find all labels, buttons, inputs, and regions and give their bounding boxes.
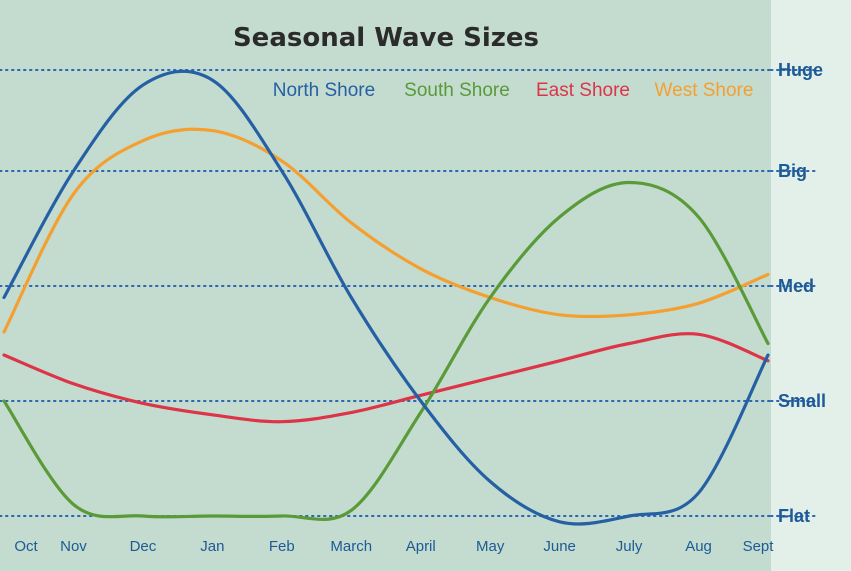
series-line-south-shore	[2, 180, 770, 522]
x-tick-label: Feb	[269, 538, 295, 555]
x-axis-labels: Oct Nov Dec Jan Feb March April May June July Aug S…	[14, 538, 774, 555]
x-tick-label: Oct	[14, 538, 38, 555]
x-tick-label: Dec	[130, 538, 157, 555]
legend-item-west-shore: West Shore	[655, 80, 754, 101]
series-line-west-shore	[2, 127, 770, 334]
x-tick-label: March	[330, 538, 372, 555]
y-axis-labels: Flat Small Med Big Huge	[778, 60, 826, 526]
chart-title: Seasonal Wave Sizes	[233, 23, 539, 53]
legend-item-east-shore: East Shore	[536, 80, 630, 101]
x-tick-label: Aug	[685, 538, 712, 555]
y-tick-label: Big	[778, 161, 807, 181]
series-line-east-shore	[2, 332, 770, 424]
y-tick-label: Huge	[778, 60, 823, 80]
x-tick-label: Sept	[743, 538, 775, 555]
x-tick-label: April	[406, 538, 436, 555]
series-line-north-shore	[2, 69, 770, 526]
y-tick-label: Small	[778, 391, 826, 411]
legend-item-south-shore: South Shore	[404, 80, 510, 101]
series-lines	[2, 69, 770, 526]
legend: North Shore South Shore East Shore West Sho…	[273, 80, 754, 101]
y-tick-label: Flat	[778, 506, 810, 526]
x-tick-label: May	[476, 538, 505, 555]
y-tick-label: Med	[778, 276, 814, 296]
legend-item-north-shore: North Shore	[273, 80, 375, 101]
x-tick-label: Jan	[200, 538, 224, 555]
x-tick-label: July	[616, 538, 643, 555]
x-tick-label: Nov	[60, 538, 87, 555]
x-tick-label: June	[543, 538, 576, 555]
